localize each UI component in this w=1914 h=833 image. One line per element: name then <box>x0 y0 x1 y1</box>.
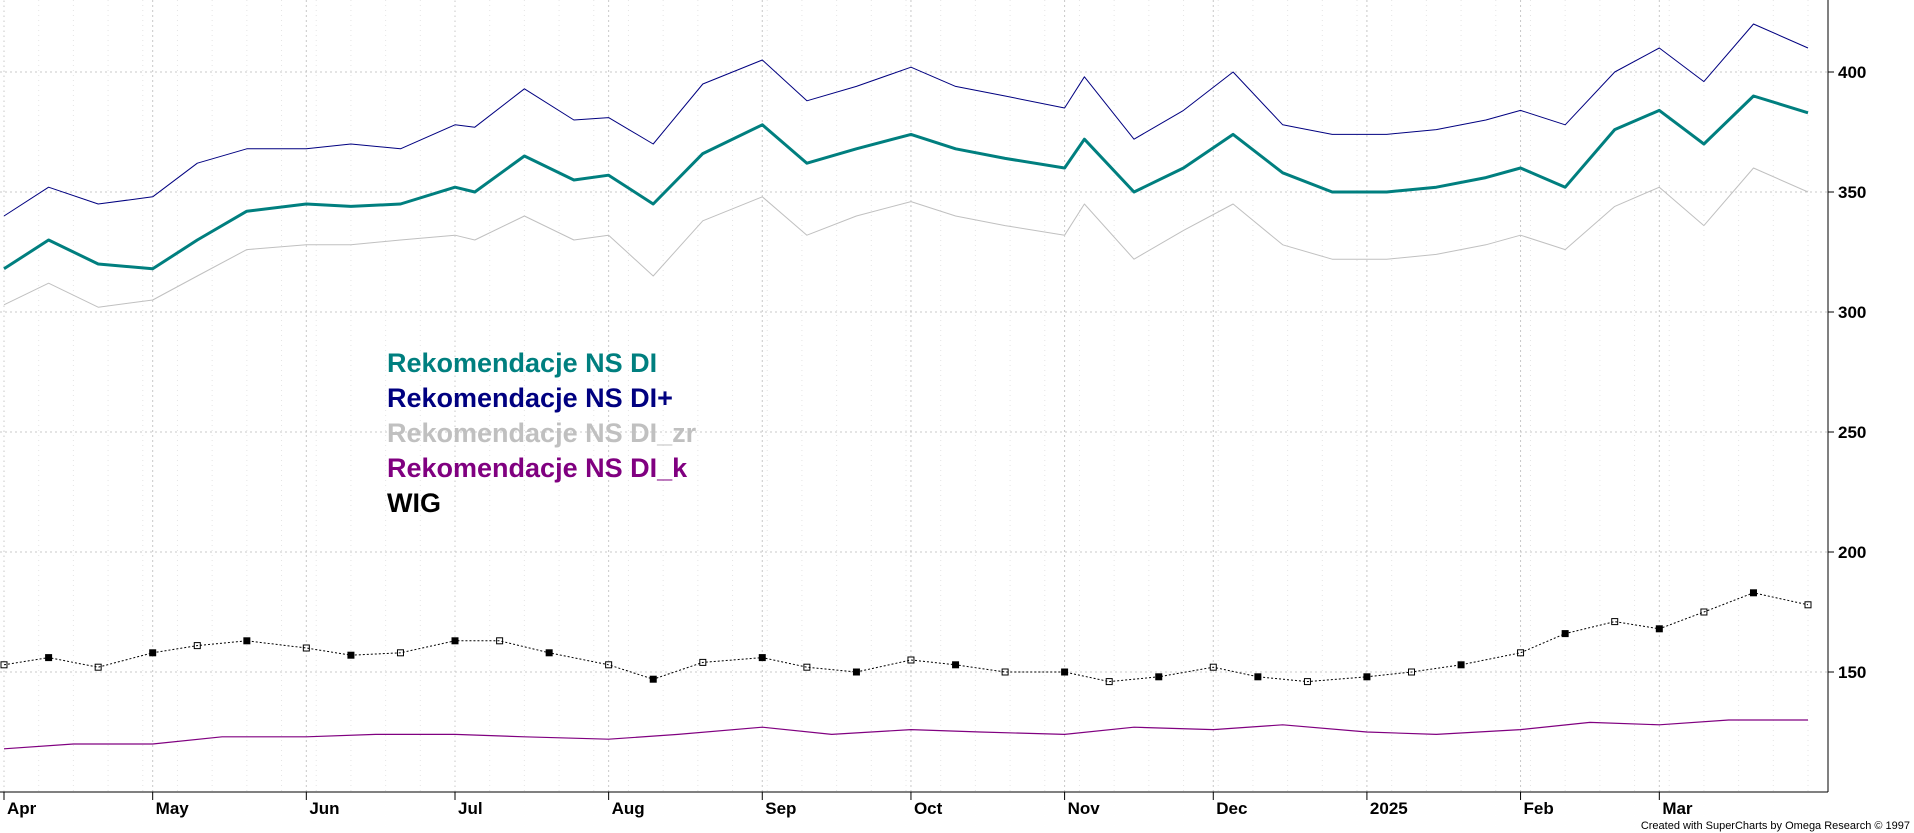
legend-entry: Rekomendacje NS DI+ <box>387 383 673 413</box>
wig-candle <box>907 656 915 664</box>
x-tick-label: Sep <box>765 799 796 818</box>
series-line <box>3 23 1809 217</box>
series-layer <box>0 23 1812 750</box>
series-line <box>3 719 1808 750</box>
series-line <box>3 94 1809 271</box>
x-tick-label: Jul <box>458 799 483 818</box>
x-tick-label: Dec <box>1216 799 1247 818</box>
series-1 <box>3 23 1809 217</box>
y-tick-label: 250 <box>1838 423 1866 442</box>
y-tick-label: 350 <box>1838 183 1866 202</box>
legend: Rekomendacje NS DI Rekomendacje NS DI+ Rek… <box>387 348 697 518</box>
x-tick-label: Oct <box>914 799 943 818</box>
wig-candle <box>1061 668 1069 676</box>
x-tick-label: May <box>156 799 190 818</box>
wig-candle <box>496 637 504 645</box>
x-tick-label: Feb <box>1524 799 1554 818</box>
y-tick-label: 200 <box>1838 543 1866 562</box>
legend-entry: Rekomendacje NS DI_zr <box>387 418 697 448</box>
legend-entry: Rekomendacje NS DI <box>387 348 657 378</box>
wig-line <box>3 592 1809 683</box>
grid <box>0 0 1828 792</box>
x-tick-label: Apr <box>7 799 37 818</box>
series-3 <box>3 719 1808 750</box>
x-tick-label: Nov <box>1068 799 1101 818</box>
wig-candle <box>94 663 102 671</box>
legend-entry: WIG <box>387 488 441 518</box>
y-tick-label: 400 <box>1838 63 1866 82</box>
wig-candle <box>1105 678 1113 686</box>
legend-entry: Rekomendacje NS DI_k <box>387 453 688 483</box>
x-tick-label: 2025 <box>1370 799 1408 818</box>
series-4 <box>0 589 1812 686</box>
series-0 <box>3 94 1809 271</box>
series-line <box>3 167 1809 308</box>
credit-text: Created with SuperCharts by Omega Resear… <box>1641 820 1910 832</box>
x-tick-label: Mar <box>1662 799 1693 818</box>
wig-candle <box>1517 649 1525 657</box>
x-tick-label: Aug <box>612 799 645 818</box>
axes: 150 200 250 300 350 400 Apr May Jun Jul Aug Sep Oct N… <box>0 0 1866 818</box>
y-tick-label: 300 <box>1838 303 1866 322</box>
wig-candle <box>1611 618 1619 626</box>
series-2 <box>3 167 1809 308</box>
x-tick-label: Jun <box>309 799 339 818</box>
y-tick-label: 150 <box>1838 663 1866 682</box>
